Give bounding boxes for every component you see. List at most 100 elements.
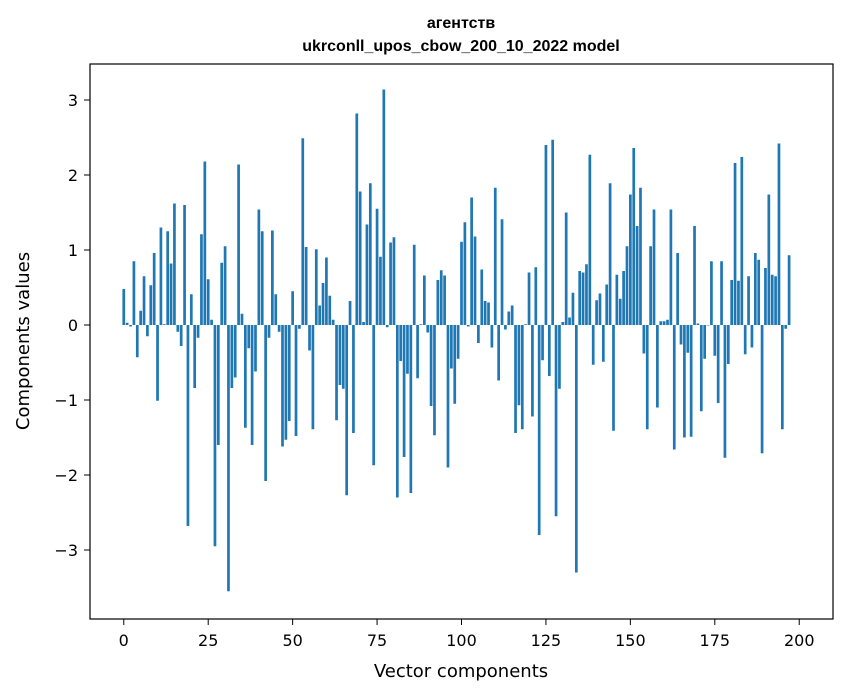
- bar-component-151: [632, 148, 636, 325]
- chart-title: агентств: [427, 15, 495, 32]
- bar-component-46: [277, 325, 281, 332]
- x-tick-label-200: 200: [784, 631, 815, 650]
- bar-component-189: [760, 325, 764, 454]
- bar-component-66: [345, 325, 349, 496]
- bar-component-44: [271, 230, 274, 325]
- bar-component-105: [477, 325, 480, 343]
- bar-component-68: [352, 325, 355, 433]
- bar-component-43: [267, 325, 271, 338]
- plot-frame: [89, 63, 834, 620]
- bar-component-193: [774, 276, 777, 325]
- bar-component-122: [534, 267, 538, 325]
- bar-component-140: [595, 300, 598, 325]
- bar-component-26: [210, 319, 213, 325]
- bar-component-60: [325, 257, 328, 325]
- bar-component-58: [318, 305, 321, 325]
- bar-component-48: [284, 325, 288, 440]
- bar-component-116: [514, 325, 517, 433]
- x-tick-label-75: 75: [367, 631, 387, 650]
- bar-component-55: [308, 325, 311, 351]
- bar-component-195: [780, 325, 784, 430]
- bar-component-184: [743, 325, 747, 355]
- bar-component-194: [777, 143, 781, 325]
- bar-component-67: [348, 301, 352, 325]
- bar-component-180: [730, 280, 734, 325]
- y-tick-label--2: −2: [54, 466, 78, 485]
- bar-component-62: [331, 319, 335, 325]
- bar-component-185: [747, 276, 750, 325]
- bar-component-17: [179, 325, 183, 346]
- bar-component-65: [341, 325, 345, 389]
- y-tick-label-2: 2: [68, 166, 78, 185]
- bar-component-22: [196, 325, 200, 338]
- bar-component-119: [524, 324, 528, 325]
- bar-component-168: [689, 325, 693, 437]
- bar-component-167: [686, 325, 690, 353]
- bar-component-127: [551, 139, 555, 325]
- bar-component-146: [615, 274, 619, 325]
- x-tick-label-50: 50: [282, 631, 302, 650]
- bar-component-125: [544, 145, 548, 325]
- y-tick-label-0: 0: [68, 316, 78, 335]
- bar-component-64: [338, 325, 342, 385]
- y-tick-label--3: −3: [54, 541, 78, 560]
- bar-component-10: [156, 325, 159, 401]
- bar-component-32: [230, 325, 234, 388]
- bar-component-15: [173, 203, 176, 325]
- x-tick-label-125: 125: [531, 631, 562, 650]
- bar-component-111: [497, 325, 500, 381]
- bars-group: [122, 89, 791, 592]
- bar-component-120: [527, 272, 531, 325]
- bar-component-107: [483, 301, 487, 325]
- bar-component-161: [666, 319, 669, 325]
- bar-component-77: [382, 89, 386, 325]
- bar-component-110: [493, 187, 497, 325]
- bar-component-174: [710, 261, 713, 325]
- bar-component-191: [767, 194, 771, 325]
- y-axis-ticks: −3 −2 −1 0 1 2 3: [54, 91, 90, 560]
- bar-component-117: [517, 325, 521, 406]
- bar-component-3: [132, 261, 136, 325]
- bar-component-144: [608, 183, 612, 325]
- bar-component-70: [358, 191, 362, 325]
- bar-component-192: [770, 274, 774, 325]
- bar-component-165: [679, 325, 683, 345]
- bar-component-133: [571, 292, 575, 325]
- bar-component-143: [605, 284, 609, 325]
- bar-component-196: [784, 325, 788, 329]
- bar-component-113: [504, 325, 507, 330]
- bar-component-99: [456, 325, 460, 359]
- bar-component-87: [416, 325, 419, 379]
- bar-component-129: [558, 325, 561, 389]
- bar-component-112: [500, 219, 504, 325]
- bar-component-75: [375, 208, 379, 325]
- bar-component-21: [193, 325, 197, 388]
- bar-component-102: [466, 325, 470, 327]
- bar-component-190: [764, 268, 767, 325]
- bar-component-100: [460, 241, 463, 325]
- bar-component-73: [368, 183, 372, 325]
- bar-component-54: [304, 247, 308, 325]
- bar-component-159: [659, 321, 663, 325]
- x-tick-label-100: 100: [446, 631, 477, 650]
- bar-component-118: [520, 325, 524, 430]
- bar-component-35: [240, 313, 244, 325]
- bar-component-37: [247, 325, 251, 349]
- bar-component-19: [186, 325, 190, 526]
- bar-component-154: [642, 325, 646, 354]
- bar-component-170: [696, 323, 700, 325]
- bar-component-28: [216, 325, 220, 445]
- bar-component-163: [672, 325, 676, 450]
- bar-component-178: [723, 325, 727, 458]
- bar-component-95: [443, 275, 446, 325]
- bar-component-76: [379, 256, 382, 325]
- bar-component-38: [250, 325, 254, 445]
- bar-component-31: [227, 325, 230, 592]
- bar-component-50: [291, 291, 294, 325]
- bar-component-197: [787, 255, 791, 325]
- bar-component-82: [399, 325, 403, 361]
- bar-component-172: [703, 325, 707, 359]
- bar-component-84: [406, 325, 409, 374]
- bar-component-11: [159, 227, 163, 325]
